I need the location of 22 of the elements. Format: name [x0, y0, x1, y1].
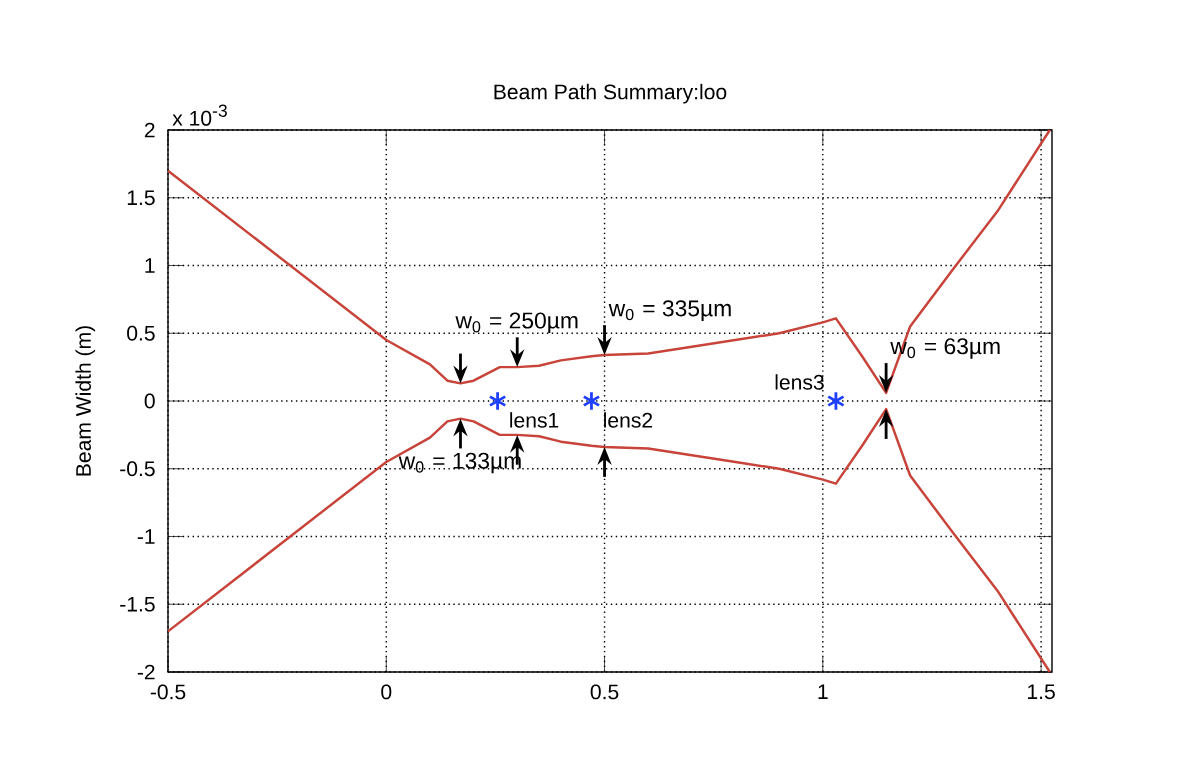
y-tick-label: -1	[137, 529, 155, 544]
y-tick-label: 2	[144, 122, 155, 138]
y-axis-title: Beam Width (m)	[75, 326, 96, 476]
text: x 10$^{-3}$	[172, 104, 227, 126]
annotation: lens1	[510, 412, 559, 428]
annotation: w$_{0}$ = 250µm	[455, 312, 578, 334]
x-tick-label: 0	[381, 684, 392, 700]
y-tick-label: 0.5	[127, 325, 155, 341]
annotation: w$_{0}$ = 133µm	[398, 452, 521, 474]
y-tick-label: -0.5	[120, 461, 155, 477]
y-tick-label: 1	[145, 258, 155, 273]
x-tick-label: 0.5	[590, 684, 619, 700]
annotation: lens2	[604, 412, 653, 428]
y-tick-label: -1.5	[120, 596, 155, 612]
y-tick-label: -2	[137, 664, 155, 680]
annotation: w$_{0}$ = 335µm	[608, 300, 731, 321]
y-tick-label: 0	[144, 393, 155, 409]
x-tick-label: 1.5	[1028, 684, 1055, 700]
x-tick-label: 1	[818, 684, 828, 699]
annotation: lens3	[775, 374, 824, 390]
y-tick-label: 1.5	[127, 190, 155, 206]
chart-title: Beam Path Summary:loo	[494, 83, 727, 104]
